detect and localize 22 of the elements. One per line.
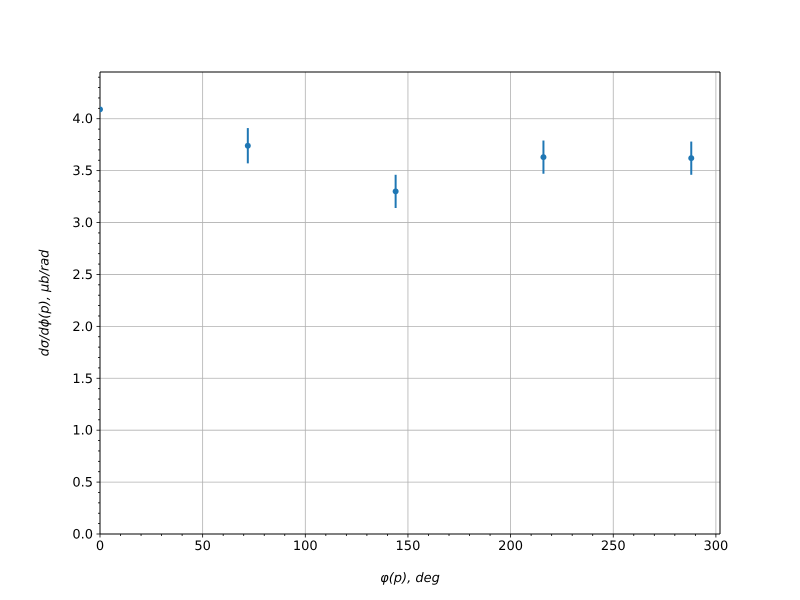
y-tick-label: 0.5 (72, 476, 93, 491)
x-tick-label: 200 (498, 539, 524, 554)
y-tick-label: 3.5 (72, 164, 93, 180)
point (392, 188, 399, 194)
x-tick-label: 300 (703, 539, 728, 554)
y-tick-label: 3.0 (72, 216, 93, 232)
x-axis-title: φ(p), deg (380, 571, 440, 586)
x-tick-label: 250 (600, 539, 626, 554)
y-tick-label: 2.0 (72, 320, 93, 335)
y-axis-title: dσ/dϕ(p), μb/rad (38, 248, 53, 356)
y-tick-label: 4.0 (72, 112, 93, 128)
y-tick-label: 1.0 (72, 424, 93, 439)
x-tick-label: 100 (292, 539, 318, 554)
x-tick-label: 50 (194, 539, 211, 554)
point (244, 142, 251, 149)
x-tick-label: 0 (96, 539, 104, 554)
y-tick-label: 0.0 (72, 528, 93, 542)
y-tick-label: 2.5 (72, 268, 93, 283)
x-tick-label: 150 (396, 539, 420, 554)
y-tick-label: 1.5 (72, 372, 93, 387)
point (688, 155, 694, 162)
point (540, 154, 546, 160)
